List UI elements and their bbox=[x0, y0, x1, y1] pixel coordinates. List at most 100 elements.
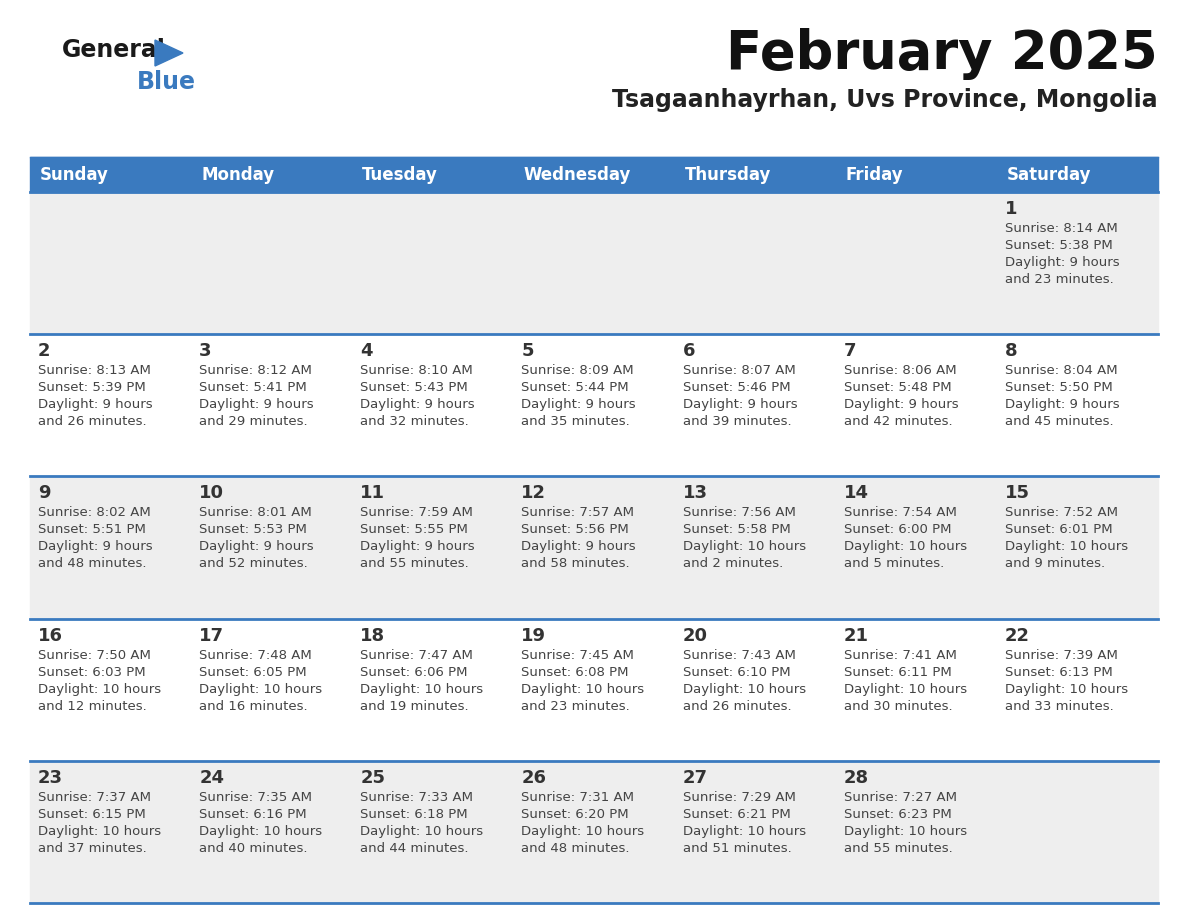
Text: 13: 13 bbox=[683, 485, 708, 502]
Polygon shape bbox=[154, 40, 183, 66]
Text: Sunset: 6:06 PM: Sunset: 6:06 PM bbox=[360, 666, 468, 678]
Text: Sunrise: 8:10 AM: Sunrise: 8:10 AM bbox=[360, 364, 473, 377]
Text: 22: 22 bbox=[1005, 627, 1030, 644]
Text: Saturday: Saturday bbox=[1007, 165, 1092, 184]
Text: and 16 minutes.: and 16 minutes. bbox=[200, 700, 308, 712]
Text: and 37 minutes.: and 37 minutes. bbox=[38, 842, 147, 855]
Text: and 48 minutes.: and 48 minutes. bbox=[522, 842, 630, 855]
Text: February 2025: February 2025 bbox=[726, 28, 1158, 80]
Text: and 23 minutes.: and 23 minutes. bbox=[1005, 273, 1113, 286]
Text: Sunrise: 7:47 AM: Sunrise: 7:47 AM bbox=[360, 649, 473, 662]
Text: and 42 minutes.: and 42 minutes. bbox=[843, 415, 953, 428]
Text: Daylight: 10 hours: Daylight: 10 hours bbox=[360, 683, 484, 696]
Text: and 52 minutes.: and 52 minutes. bbox=[200, 557, 308, 570]
Text: 5: 5 bbox=[522, 342, 533, 360]
Text: 2: 2 bbox=[38, 342, 51, 360]
Text: Sunset: 5:48 PM: Sunset: 5:48 PM bbox=[843, 381, 952, 394]
Text: 11: 11 bbox=[360, 485, 385, 502]
Text: Sunrise: 8:07 AM: Sunrise: 8:07 AM bbox=[683, 364, 795, 377]
Text: Sunset: 6:11 PM: Sunset: 6:11 PM bbox=[843, 666, 952, 678]
Text: Sunrise: 7:50 AM: Sunrise: 7:50 AM bbox=[38, 649, 151, 662]
Text: Daylight: 9 hours: Daylight: 9 hours bbox=[522, 398, 636, 411]
Text: Sunset: 5:38 PM: Sunset: 5:38 PM bbox=[1005, 239, 1113, 252]
Text: Sunrise: 7:43 AM: Sunrise: 7:43 AM bbox=[683, 649, 796, 662]
Text: and 55 minutes.: and 55 minutes. bbox=[360, 557, 469, 570]
Text: Sunrise: 8:12 AM: Sunrise: 8:12 AM bbox=[200, 364, 312, 377]
Text: 17: 17 bbox=[200, 627, 225, 644]
Text: Daylight: 9 hours: Daylight: 9 hours bbox=[843, 398, 959, 411]
Text: Sunset: 6:05 PM: Sunset: 6:05 PM bbox=[200, 666, 307, 678]
Text: Sunrise: 8:04 AM: Sunrise: 8:04 AM bbox=[1005, 364, 1118, 377]
Text: 25: 25 bbox=[360, 768, 385, 787]
Text: Sunrise: 7:57 AM: Sunrise: 7:57 AM bbox=[522, 507, 634, 520]
Text: Sunrise: 7:35 AM: Sunrise: 7:35 AM bbox=[200, 790, 312, 804]
Text: Daylight: 10 hours: Daylight: 10 hours bbox=[360, 824, 484, 838]
Text: and 51 minutes.: and 51 minutes. bbox=[683, 842, 791, 855]
Text: Daylight: 10 hours: Daylight: 10 hours bbox=[200, 824, 322, 838]
Text: Daylight: 10 hours: Daylight: 10 hours bbox=[200, 683, 322, 696]
Text: 28: 28 bbox=[843, 768, 868, 787]
Text: 4: 4 bbox=[360, 342, 373, 360]
Bar bbox=[30, 476, 1158, 619]
Text: Daylight: 9 hours: Daylight: 9 hours bbox=[1005, 398, 1119, 411]
Text: Sunrise: 7:39 AM: Sunrise: 7:39 AM bbox=[1005, 649, 1118, 662]
Text: Sunset: 6:15 PM: Sunset: 6:15 PM bbox=[38, 808, 146, 821]
Text: and 26 minutes.: and 26 minutes. bbox=[683, 700, 791, 712]
Text: Thursday: Thursday bbox=[684, 165, 771, 184]
Text: Sunset: 6:13 PM: Sunset: 6:13 PM bbox=[1005, 666, 1113, 678]
Text: Daylight: 9 hours: Daylight: 9 hours bbox=[38, 398, 152, 411]
Text: Tsagaanhayrhan, Uvs Province, Mongolia: Tsagaanhayrhan, Uvs Province, Mongolia bbox=[612, 88, 1158, 112]
Text: and 44 minutes.: and 44 minutes. bbox=[360, 842, 469, 855]
Text: 20: 20 bbox=[683, 627, 708, 644]
Text: Sunset: 5:53 PM: Sunset: 5:53 PM bbox=[200, 523, 307, 536]
Text: and 5 minutes.: and 5 minutes. bbox=[843, 557, 944, 570]
Text: and 23 minutes.: and 23 minutes. bbox=[522, 700, 630, 712]
Text: Sunset: 6:16 PM: Sunset: 6:16 PM bbox=[200, 808, 307, 821]
Text: 3: 3 bbox=[200, 342, 211, 360]
Text: Daylight: 9 hours: Daylight: 9 hours bbox=[1005, 256, 1119, 269]
Text: Wednesday: Wednesday bbox=[524, 165, 631, 184]
Text: Daylight: 10 hours: Daylight: 10 hours bbox=[1005, 683, 1127, 696]
Text: 19: 19 bbox=[522, 627, 546, 644]
Text: 7: 7 bbox=[843, 342, 857, 360]
Text: and 35 minutes.: and 35 minutes. bbox=[522, 415, 630, 428]
Text: Daylight: 10 hours: Daylight: 10 hours bbox=[1005, 541, 1127, 554]
Text: Sunset: 6:20 PM: Sunset: 6:20 PM bbox=[522, 808, 630, 821]
Text: Sunset: 6:18 PM: Sunset: 6:18 PM bbox=[360, 808, 468, 821]
Text: Sunrise: 7:29 AM: Sunrise: 7:29 AM bbox=[683, 790, 796, 804]
Text: Daylight: 10 hours: Daylight: 10 hours bbox=[522, 824, 645, 838]
Text: Sunrise: 7:27 AM: Sunrise: 7:27 AM bbox=[843, 790, 956, 804]
Text: Sunset: 6:00 PM: Sunset: 6:00 PM bbox=[843, 523, 952, 536]
Text: General: General bbox=[62, 38, 166, 62]
Text: Daylight: 9 hours: Daylight: 9 hours bbox=[683, 398, 797, 411]
Text: Sunrise: 7:45 AM: Sunrise: 7:45 AM bbox=[522, 649, 634, 662]
Text: Daylight: 9 hours: Daylight: 9 hours bbox=[200, 541, 314, 554]
Text: 24: 24 bbox=[200, 768, 225, 787]
Text: Daylight: 10 hours: Daylight: 10 hours bbox=[683, 824, 805, 838]
Text: Daylight: 9 hours: Daylight: 9 hours bbox=[38, 541, 152, 554]
Text: Sunset: 6:08 PM: Sunset: 6:08 PM bbox=[522, 666, 628, 678]
Text: and 55 minutes.: and 55 minutes. bbox=[843, 842, 953, 855]
Text: Daylight: 10 hours: Daylight: 10 hours bbox=[38, 683, 162, 696]
Text: Sunset: 6:21 PM: Sunset: 6:21 PM bbox=[683, 808, 790, 821]
Text: 9: 9 bbox=[38, 485, 51, 502]
Text: Blue: Blue bbox=[137, 70, 196, 94]
Text: 26: 26 bbox=[522, 768, 546, 787]
Text: Sunset: 5:44 PM: Sunset: 5:44 PM bbox=[522, 381, 630, 394]
Text: Sunrise: 8:09 AM: Sunrise: 8:09 AM bbox=[522, 364, 634, 377]
Text: and 12 minutes.: and 12 minutes. bbox=[38, 700, 147, 712]
Bar bbox=[30, 192, 1158, 334]
Text: Sunset: 6:01 PM: Sunset: 6:01 PM bbox=[1005, 523, 1112, 536]
Text: 12: 12 bbox=[522, 485, 546, 502]
Text: Sunset: 5:58 PM: Sunset: 5:58 PM bbox=[683, 523, 790, 536]
Text: Daylight: 10 hours: Daylight: 10 hours bbox=[683, 683, 805, 696]
Text: Sunrise: 7:56 AM: Sunrise: 7:56 AM bbox=[683, 507, 796, 520]
Text: and 58 minutes.: and 58 minutes. bbox=[522, 557, 630, 570]
Text: 16: 16 bbox=[38, 627, 63, 644]
Text: and 32 minutes.: and 32 minutes. bbox=[360, 415, 469, 428]
Text: Sunset: 5:46 PM: Sunset: 5:46 PM bbox=[683, 381, 790, 394]
Text: Sunset: 5:55 PM: Sunset: 5:55 PM bbox=[360, 523, 468, 536]
Text: Daylight: 10 hours: Daylight: 10 hours bbox=[843, 824, 967, 838]
Text: Monday: Monday bbox=[201, 165, 274, 184]
Text: Sunrise: 7:48 AM: Sunrise: 7:48 AM bbox=[200, 649, 312, 662]
